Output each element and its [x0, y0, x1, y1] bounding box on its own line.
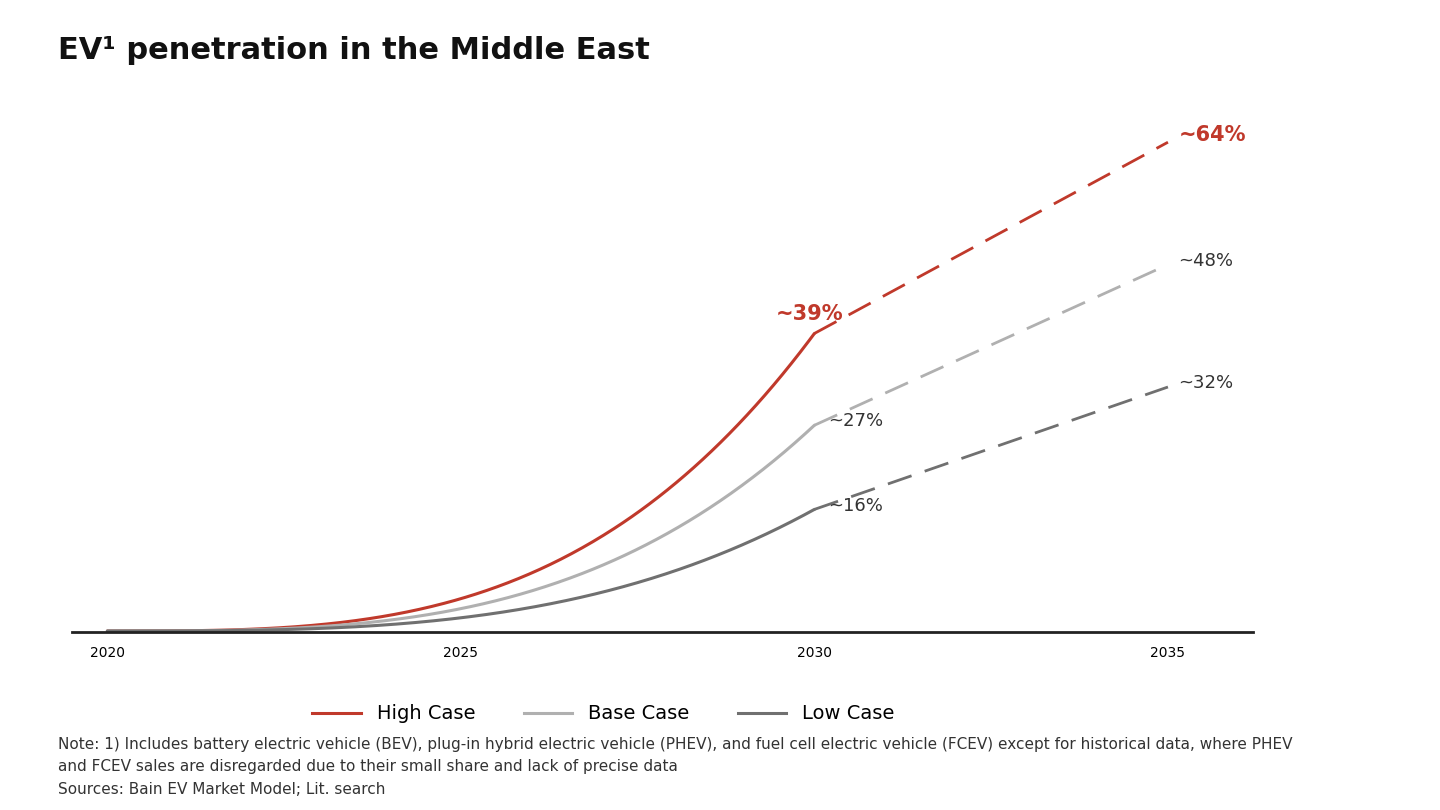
Text: EV¹ penetration in the Middle East: EV¹ penetration in the Middle East [58, 36, 649, 66]
Text: ~16%: ~16% [828, 497, 883, 514]
Legend: High Case, Base Case, Low Case: High Case, Base Case, Low Case [305, 697, 901, 731]
Text: ~64%: ~64% [1178, 125, 1246, 144]
Text: ~27%: ~27% [828, 412, 884, 430]
Text: ~48%: ~48% [1178, 252, 1234, 270]
Text: ~39%: ~39% [776, 305, 844, 324]
Text: ~32%: ~32% [1178, 374, 1234, 392]
Text: Note: 1) Includes battery electric vehicle (BEV), plug-in hybrid electric vehicl: Note: 1) Includes battery electric vehic… [58, 737, 1292, 796]
